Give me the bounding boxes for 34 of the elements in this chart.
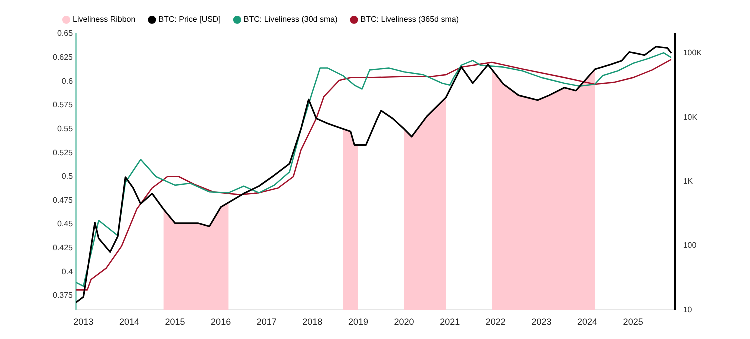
y-tick-label: 0.45 xyxy=(57,220,74,229)
y-tick-label: 0.475 xyxy=(52,196,74,205)
x-tick-label: 2025 xyxy=(623,317,644,328)
y2-tick-label: 100K xyxy=(683,48,703,58)
y-tick-label: 0.375 xyxy=(52,291,74,300)
y-tick-label: 0.65 xyxy=(57,29,74,38)
y-tick-label: 0.625 xyxy=(52,53,74,62)
y-tick-label: 0.5 xyxy=(62,172,74,182)
y-tick-label: 0.55 xyxy=(57,124,74,134)
legend-label: Liveliness Ribbon xyxy=(73,15,136,24)
x-tick-label: 2014 xyxy=(119,317,140,328)
y2-tick-label: 100 xyxy=(683,241,698,250)
y-tick-label: 0.4 xyxy=(62,267,74,276)
y-tick-label: 0.6 xyxy=(62,76,74,86)
x-tick-label: 2024 xyxy=(578,317,598,328)
x-tick-label: 2018 xyxy=(302,317,323,328)
y-tick-label: 0.525 xyxy=(52,148,74,158)
x-tick-label: 2016 xyxy=(211,317,232,328)
y-tick-label: 0.575 xyxy=(52,100,74,110)
x-tick-label: 2019 xyxy=(348,317,369,328)
x-tick-label: 2013 xyxy=(74,317,94,328)
y2-tick-label: 1K xyxy=(683,176,694,186)
x-tick-label: 2022 xyxy=(486,317,506,328)
legend-label: BTC: Price [USD] xyxy=(158,15,221,24)
x-tick-label: 2015 xyxy=(165,317,186,328)
y2-tick-label: 10 xyxy=(683,305,693,314)
x-tick-label: 2020 xyxy=(394,317,414,328)
y2-tick-label: 10K xyxy=(683,112,698,122)
x-tick-label: 2021 xyxy=(440,317,460,328)
legend-label: BTC: Liveliness (365d sma) xyxy=(360,15,460,24)
x-tick-label: 2017 xyxy=(256,317,277,328)
x-tick-label: 2023 xyxy=(532,317,552,328)
legend-label: BTC: Liveliness (30d sma) xyxy=(244,15,338,24)
y-tick-label: 0.425 xyxy=(52,243,74,252)
